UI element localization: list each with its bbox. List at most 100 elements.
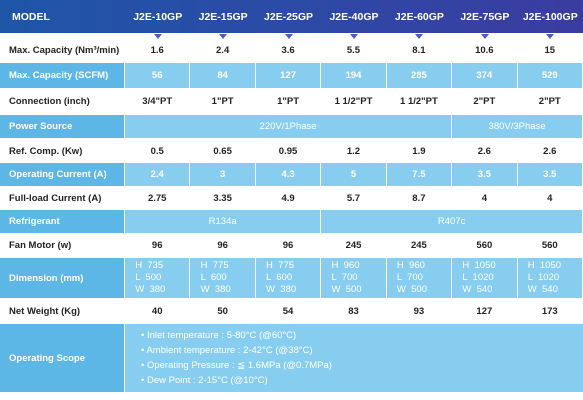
dimension-cell: H 1050 L 1020 W 540 — [452, 258, 517, 298]
value-cell: 127 — [476, 305, 493, 317]
dimension-line: W 540 — [462, 284, 493, 295]
scope-item: • Ambient temperature : 2-42°C (@38°C) — [141, 345, 313, 356]
marker — [284, 34, 293, 39]
value-cell: 1 1/2"PT — [400, 96, 438, 107]
value-cell: 2.6 — [543, 145, 557, 157]
value-cell: 1.6 — [150, 44, 164, 56]
dimension-line: W 500 — [331, 284, 362, 295]
value-cell: 96 — [282, 240, 294, 251]
dimension-cell: H 775 L 600 W 380 — [255, 258, 321, 298]
dimension-line: H 960 — [396, 260, 425, 271]
value-cell: 96 — [151, 240, 163, 251]
value-cell: 0.5 — [150, 145, 164, 157]
merged-cell: 380V/3Phase — [452, 115, 582, 138]
value-cell: 2.4 — [125, 163, 190, 186]
value-cell: 8.7 — [412, 192, 426, 204]
value-cell: 2.4 — [216, 44, 230, 56]
row-label: Connection (inch) — [9, 96, 90, 107]
value-cell: 2"PT — [473, 96, 496, 107]
value-cell: 127 — [255, 63, 321, 88]
model-name: J2E-40GP — [329, 10, 379, 23]
value-cell: 4.9 — [281, 192, 295, 204]
value-cell: 8.1 — [412, 44, 426, 56]
model-name: J2E-25GP — [264, 10, 314, 23]
value-cell: 83 — [348, 305, 359, 317]
marker — [153, 34, 162, 39]
value-cell: 1.2 — [346, 145, 361, 157]
scope-item: • Operating Pressure : ≦ 1.6MPa (@0.7MPa… — [141, 360, 332, 371]
value-cell: 2"PT — [538, 96, 561, 107]
dimension-line: H 775 — [266, 260, 295, 271]
merged-cell: 220V/1Phase — [125, 115, 452, 138]
value-cell: 3/4"PT — [142, 96, 173, 107]
value-cell: 5.5 — [346, 44, 361, 56]
row-label: Operating Scope — [0, 324, 124, 392]
value-cell: 56 — [125, 63, 190, 88]
value-cell: 285 — [386, 63, 452, 88]
value-cell: 2.6 — [477, 145, 491, 157]
value-cell: 5.7 — [346, 192, 361, 204]
dimension-line: W 500 — [396, 284, 428, 295]
model-name: J2E-75GP — [460, 10, 510, 23]
marker — [415, 34, 424, 39]
model-name: J2E-60GP — [394, 10, 444, 23]
value-cell: 3.5 — [452, 163, 517, 186]
value-cell: 93 — [413, 305, 425, 317]
dimension-cell: H 960 L 700 W 500 — [321, 258, 386, 298]
row-label: Dimension (mm) — [0, 258, 124, 298]
value-cell: 15 — [544, 44, 556, 56]
marker — [480, 34, 489, 39]
value-cell: 2.75 — [147, 192, 167, 204]
row-label: Power Source — [0, 115, 124, 138]
dimension-line: H 1050 — [462, 260, 496, 271]
model-name: J2E-100GP — [522, 10, 578, 23]
dimension-line: W 540 — [527, 284, 558, 295]
dimension-cell: H 735 L 500 W 380 — [125, 258, 190, 298]
dimension-line: W 380 — [135, 284, 166, 295]
value-cell: 0.95 — [278, 145, 298, 157]
value-cell: 194 — [321, 63, 386, 88]
dimension-line: H 1050 — [527, 260, 562, 271]
dimension-line: H 960 — [331, 260, 360, 271]
dimension-line: L 700 — [331, 272, 358, 283]
scope-cell: • Inlet temperature : 5-80°C (@60°C) • Am… — [125, 324, 583, 392]
model-name: J2E-10GP — [133, 10, 183, 23]
dimension-line: L 1020 — [527, 272, 560, 283]
value-cell: 173 — [541, 305, 558, 317]
value-cell: 0.65 — [213, 145, 232, 157]
value-cell: 96 — [217, 240, 228, 251]
dimension-cell: H 775 L 600 W 380 — [190, 258, 255, 298]
value-cell: 4.3 — [255, 163, 321, 186]
row-label: Max. Capacity (Nm³/min) — [9, 44, 120, 56]
dimension-line: L 1020 — [462, 272, 494, 283]
value-cell: 1 1/2"PT — [334, 96, 373, 107]
scope-item: • Inlet temperature : 5-80°C (@60°C) — [141, 330, 297, 341]
value-cell: 40 — [151, 305, 163, 317]
row-label: Fan Motor (w) — [9, 240, 72, 251]
value-cell: 1"PT — [211, 96, 234, 107]
model-name: J2E-15GP — [198, 10, 248, 23]
merged-cell: R134a — [125, 210, 321, 233]
dimension-cell: H 1050 L 1020 W 540 — [517, 258, 582, 298]
value-cell: 54 — [282, 305, 294, 317]
row-label: Net Weight (Kg) — [9, 305, 81, 317]
marker — [350, 34, 358, 39]
value-cell: 50 — [217, 305, 228, 317]
value-cell: 10.6 — [475, 44, 494, 56]
value-cell: 3.35 — [213, 192, 232, 204]
value-cell: 3.6 — [281, 44, 295, 56]
dimension-line: W 380 — [266, 284, 297, 295]
value-cell: 5 — [321, 163, 386, 186]
value-cell: 560 — [476, 240, 493, 251]
header-bar — [0, 0, 583, 33]
header-label: MODEL — [12, 10, 50, 23]
merged-cell: R407c — [321, 210, 582, 233]
value-cell: 3 — [190, 163, 255, 186]
dimension-line: H 775 — [200, 260, 229, 271]
value-cell: 245 — [345, 240, 362, 251]
dimension-line: L 600 — [200, 272, 227, 283]
value-cell: 560 — [541, 240, 558, 251]
dimension-line: L 600 — [266, 272, 293, 283]
value-cell: 84 — [190, 63, 255, 88]
